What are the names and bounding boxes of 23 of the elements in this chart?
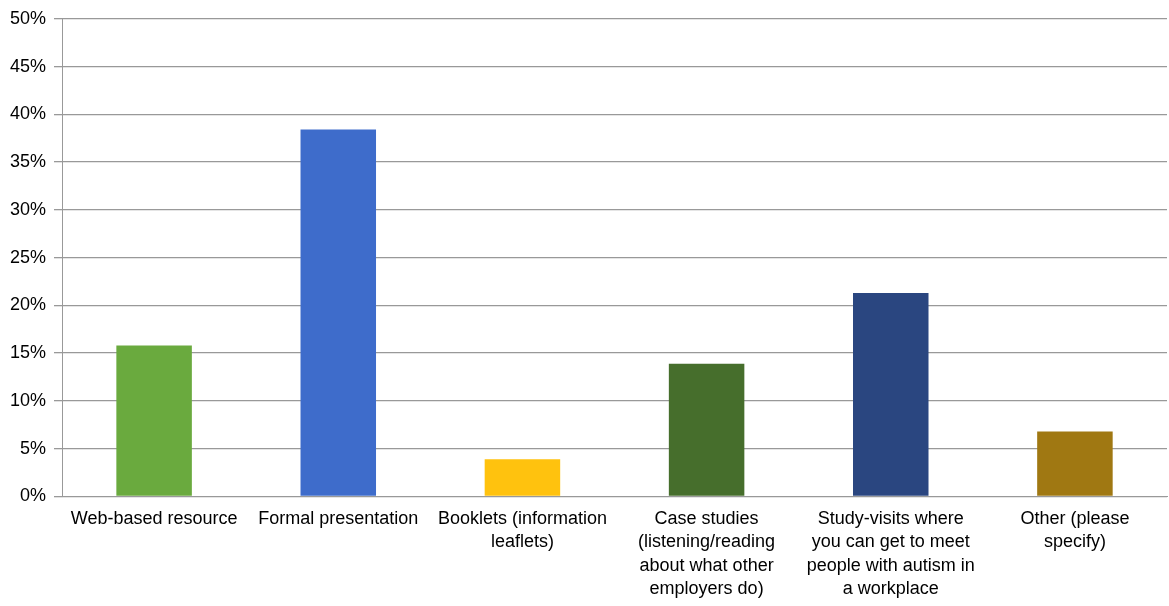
x-tick-label: Study-visits where you can get to meet people with autism in a workplace xyxy=(806,508,975,599)
y-tick-label: 50% xyxy=(10,7,47,28)
x-tick-label: Web-based resource xyxy=(70,508,238,529)
bar xyxy=(668,363,745,496)
bar xyxy=(484,459,561,496)
y-tick-label: 45% xyxy=(10,55,47,76)
y-tick-label: 35% xyxy=(10,151,47,172)
y-tick-label: 0% xyxy=(20,485,47,506)
bar xyxy=(853,292,929,496)
y-tick-label: 20% xyxy=(10,294,47,315)
y-tick-label: 40% xyxy=(10,103,47,124)
bar xyxy=(116,345,192,496)
x-tick-label: Formal presentation xyxy=(258,508,419,529)
y-tick-label: 10% xyxy=(10,389,47,410)
y-tick-label: 5% xyxy=(20,437,47,458)
y-tick-label: 15% xyxy=(10,342,47,363)
y-tick-label: 30% xyxy=(10,198,47,219)
x-tick-label: Case studies (listening/reading about what other employers do) xyxy=(638,508,776,599)
y-tick-label: 25% xyxy=(10,246,47,267)
x-tick-label: Booklets (information leaflets) xyxy=(437,508,607,552)
bar xyxy=(1037,431,1113,496)
x-tick-label: Other (please specify) xyxy=(1020,508,1130,552)
bar xyxy=(300,129,377,496)
